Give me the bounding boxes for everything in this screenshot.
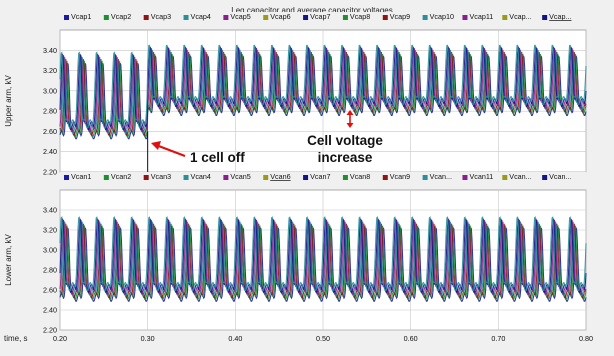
legend-swatch: [542, 15, 548, 20]
legend-swatch: [183, 15, 189, 20]
y-tick-label: 2.80: [43, 107, 57, 116]
series-traces: [59, 44, 587, 140]
y-tick-label: 2.20: [43, 168, 57, 177]
series-traces: [59, 216, 587, 302]
x-tick-label: 0.40: [228, 334, 242, 343]
legend-swatch: [223, 175, 229, 180]
y-tick-label: 3.40: [43, 206, 57, 215]
series-line: [59, 219, 587, 295]
legend-swatch: [382, 175, 388, 180]
arrow-shaft: [155, 143, 186, 158]
annotation-cell-off: 1 cell off: [190, 150, 245, 165]
legend-swatch: [422, 175, 428, 180]
legend-label: Vcap11: [469, 12, 493, 21]
y-tick-label: 2.60: [43, 127, 57, 136]
legend-swatch: [303, 15, 309, 20]
y-tick-label: 3.00: [43, 246, 57, 255]
y-tick-label: 2.40: [43, 306, 57, 315]
legend-swatch: [342, 15, 348, 20]
legend-swatch: [303, 175, 309, 180]
legend-swatch: [143, 15, 149, 20]
legend-swatch: [223, 15, 229, 20]
legend-swatch: [542, 175, 548, 180]
legend-swatch: [64, 15, 69, 20]
legend-swatch: [64, 175, 69, 180]
arrow-head: [151, 141, 161, 150]
legend-label: Vcap6: [270, 12, 290, 21]
x-tick-label: 0.20: [53, 334, 67, 343]
legend-label: Vcap9: [390, 12, 410, 21]
x-axis-label: time, s: [4, 334, 28, 343]
legend-label: Vcap7: [310, 12, 330, 21]
legend-swatch: [263, 175, 269, 180]
legend-label: Vcap5: [230, 12, 250, 21]
legend-swatch: [462, 175, 468, 180]
y-axis-label: Upper arm, kV: [4, 75, 13, 127]
y-tick-label: 3.20: [43, 66, 57, 75]
legend-label: Vcap8: [350, 12, 370, 21]
legend-label: Vcan6: [270, 172, 290, 181]
legend-label: Vcap...: [509, 12, 531, 21]
legend-swatch: [103, 15, 109, 20]
legend-bar: [60, 172, 586, 182]
series-line: [59, 216, 587, 292]
legend-label: Vcap10: [430, 12, 454, 21]
legend-label: Vcap4: [191, 12, 211, 21]
legend-label: Vcan2: [111, 172, 131, 181]
x-tick-label: 0.50: [316, 334, 330, 343]
legend-bar: [60, 12, 586, 22]
y-tick-label: 3.20: [43, 226, 57, 235]
series-line: [59, 44, 587, 129]
series-line: [59, 227, 587, 302]
legend-label: Vcap...: [549, 12, 571, 21]
legend-swatch: [183, 175, 189, 180]
y-tick-label: 3.40: [43, 46, 57, 55]
legend-label: Vcap2: [111, 12, 131, 21]
legend-swatch: [143, 175, 149, 180]
arrow-head-up: [346, 110, 354, 115]
legend-label: Vcan11: [469, 172, 493, 181]
y-tick-label: 2.20: [43, 326, 57, 335]
legend-swatch: [382, 15, 388, 20]
x-tick-label: 0.70: [491, 334, 505, 343]
arrow-head-down: [346, 123, 354, 128]
legend-label: Vcan...: [430, 172, 452, 181]
x-tick-label: 0.60: [404, 334, 418, 343]
y-axis-label: Lower arm, kV: [4, 234, 13, 286]
legend-label: Vcan...: [549, 172, 571, 181]
x-tick-label: 0.30: [141, 334, 155, 343]
chart-title: Leg capacitor and average capacitor volt…: [231, 6, 392, 15]
chart-panel-1: Vcap1 Vcap2 Vcap3 Vcap4 Vcap5 Vcap6 Vcap7 Vcap8…: [4, 12, 587, 177]
legend-label: Vcan4: [191, 172, 211, 181]
legend-swatch: [502, 175, 508, 180]
y-tick-label: 2.60: [43, 286, 57, 295]
series-line: [59, 218, 587, 293]
y-tick-label: 3.00: [43, 86, 57, 95]
legend-label: Vcan9: [390, 172, 410, 181]
y-tick-label: 2.40: [43, 147, 57, 156]
legend-label: Vcap3: [151, 12, 171, 21]
x-tick-label: 0.80: [579, 334, 593, 343]
annotation-cell-voltage: Cell voltage: [307, 133, 383, 148]
legend-swatch: [263, 15, 269, 20]
legend-label: Vcan1: [71, 172, 91, 181]
legend-label: Vcan8: [350, 172, 370, 181]
legend-label: Vcan...: [509, 172, 531, 181]
legend-label: Vcap1: [71, 12, 91, 21]
y-tick-label: 2.80: [43, 266, 57, 275]
legend-label: Vcan3: [151, 172, 171, 181]
legend-swatch: [502, 15, 508, 20]
legend-swatch: [103, 175, 109, 180]
legend-swatch: [462, 15, 468, 20]
legend-label: Vcan5: [230, 172, 250, 181]
legend-label: Vcan7: [310, 172, 330, 181]
legend-swatch: [342, 175, 348, 180]
series-line: [59, 221, 587, 297]
chart-panel-2: Vcan1 Vcan2 Vcan3 Vcan4 Vcan5 Vcan6 Vcan7 Vcan8…: [4, 172, 593, 343]
annotation-increase: increase: [318, 150, 373, 165]
legend-swatch: [422, 15, 428, 20]
